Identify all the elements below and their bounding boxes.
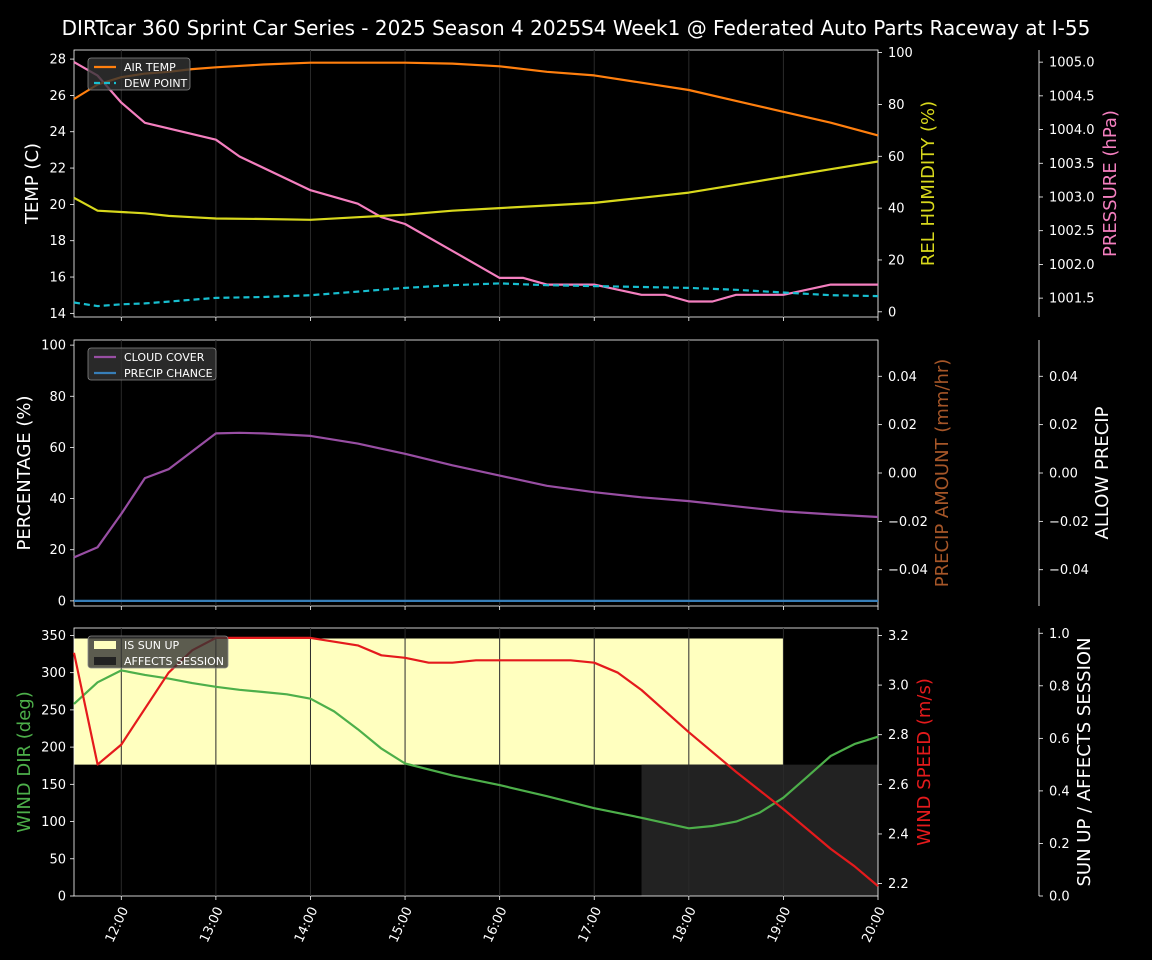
affects-session-band	[641, 764, 878, 896]
humidity-line	[73, 160, 879, 221]
y-tick-label: 60	[49, 441, 66, 456]
legend-box	[87, 347, 217, 381]
legend-box	[87, 635, 229, 669]
legend-label: AIR TEMP	[124, 61, 176, 74]
allow-precip-axis-tick-label: 0.02	[1049, 418, 1078, 433]
allow-precip-axis-tick-label: −0.04	[1049, 563, 1089, 578]
legend-label: AFFECTS SESSION	[124, 655, 224, 668]
sun-session-axis-label: SUN UP / AFFECTS SESSION	[1074, 637, 1095, 886]
pressure-axis-tick-label: 1003.5	[1049, 157, 1095, 172]
y-tick-label: 24	[49, 125, 66, 140]
y-tick-label: 150	[41, 778, 66, 793]
y-tick-label: 80	[49, 390, 66, 405]
y-tick-label: 20	[49, 543, 66, 558]
legend-swatch	[94, 657, 116, 665]
humidity-axis-tick-label: 100	[888, 46, 913, 61]
wind-dir-line	[73, 669, 879, 830]
allow-precip-axis-tick-label: −0.02	[1049, 515, 1089, 530]
humidity-axis-tick-label: 0	[888, 305, 896, 320]
pressure-axis-tick-label: 1002.5	[1049, 224, 1095, 239]
y-axis-label: WIND DIR (deg)	[14, 691, 35, 833]
y-tick-label: 50	[49, 852, 66, 867]
humidity-axis-tick-label: 80	[888, 98, 905, 113]
y-tick-label: 200	[41, 741, 66, 756]
sun-session-axis-tick-label: 0.6	[1049, 732, 1070, 747]
wind-speed-axis-tick-label: 2.4	[888, 827, 909, 842]
y-tick-label: 350	[41, 629, 66, 644]
chart-panels: 14 16 18 20 22 24 26 28 TEMP (C) 0 20 40 60 80 100 REL …	[14, 46, 1121, 945]
y-tick-label: 18	[49, 234, 66, 249]
cloud-cover-line	[73, 431, 879, 559]
wind-speed-axis-tick-label: 2.8	[888, 728, 909, 743]
pressure-axis-tick-label: 1001.5	[1049, 292, 1095, 307]
allow-precip-axis-tick-label: 0.04	[1049, 370, 1078, 385]
allow-precip-axis-label: ALLOW PRECIP	[1092, 406, 1113, 539]
sun-session-axis-tick-label: 0.8	[1049, 679, 1070, 694]
legend-label: CLOUD COVER	[124, 351, 205, 364]
humidity-axis-tick-label: 20	[888, 253, 905, 268]
sun-session-axis-tick-label: 0.4	[1049, 784, 1070, 799]
y-tick-label: 14	[49, 307, 66, 322]
y-tick-label: 250	[41, 703, 66, 718]
precip-amount-axis-tick-label: 0.02	[888, 418, 917, 433]
wind-speed-axis-tick-label: 2.2	[888, 877, 909, 892]
pressure-axis-label: PRESSURE (hPa)	[1100, 110, 1121, 257]
y-tick-label: 26	[49, 89, 66, 104]
precip-amount-axis-tick-label: 0.04	[888, 370, 917, 385]
legend-label: IS SUN UP	[124, 639, 180, 652]
pressure-axis-tick-label: 1002.0	[1049, 258, 1095, 273]
legend-label: DEW POINT	[124, 77, 188, 90]
humidity-axis-label: REL HUMIDITY (%)	[918, 101, 939, 266]
y-tick-label: 28	[49, 53, 66, 68]
chart-title: DIRTcar 360 Sprint Car Series - 2025 Sea…	[62, 16, 1091, 40]
y-tick-label: 16	[49, 271, 66, 286]
precip-amount-axis-tick-label: −0.02	[888, 515, 928, 530]
y-tick-label: 22	[49, 162, 66, 177]
humidity-axis-tick-label: 60	[888, 150, 905, 165]
y-tick-label: 100	[41, 815, 66, 830]
y-tick-label: 20	[49, 198, 66, 213]
sun-session-axis-tick-label: 0.0	[1049, 890, 1070, 905]
humidity-axis-tick-label: 40	[888, 202, 905, 217]
pressure-line	[73, 61, 878, 303]
y-tick-label: 40	[49, 492, 66, 507]
pressure-axis-tick-label: 1005.0	[1049, 56, 1095, 71]
precip-amount-axis-tick-label: 0.00	[888, 467, 917, 482]
y-tick-label: 0	[58, 594, 66, 609]
wind-speed-axis-tick-label: 2.6	[888, 778, 909, 793]
precip-amount-axis-tick-label: −0.04	[888, 563, 928, 578]
wind-speed-axis-label: WIND SPEED (m/s)	[914, 678, 935, 846]
pressure-axis-tick-label: 1004.5	[1049, 89, 1095, 104]
y-tick-label: 300	[41, 666, 66, 681]
precip-amount-axis-label: PRECIP AMOUNT (mm/hr)	[932, 359, 953, 588]
sun-session-axis-tick-label: 1.0	[1049, 627, 1070, 642]
pressure-axis-tick-label: 1003.0	[1049, 190, 1095, 205]
allow-precip-axis-tick-label: 0.00	[1049, 467, 1078, 482]
y-tick-label: 0	[58, 890, 66, 905]
wind-speed-axis-tick-label: 3.2	[888, 629, 909, 644]
pressure-axis-tick-label: 1004.0	[1049, 123, 1095, 138]
legend-swatch	[94, 641, 116, 649]
wind-speed-axis-tick-label: 3.0	[888, 679, 909, 694]
sun-session-axis-tick-label: 0.2	[1049, 837, 1070, 852]
y-tick-label: 100	[41, 339, 66, 354]
y-axis-label: PERCENTAGE (%)	[14, 395, 35, 550]
dew-point-line	[73, 282, 879, 308]
y-axis-label: TEMP (C)	[22, 143, 43, 225]
legend-label: PRECIP CHANCE	[124, 367, 213, 380]
